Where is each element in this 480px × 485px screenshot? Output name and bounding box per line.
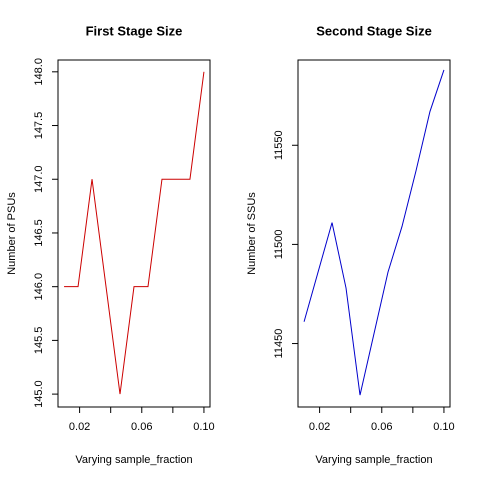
- chart-title: First Stage Size: [86, 23, 183, 38]
- line: [64, 71, 205, 395]
- y-tick-label: 146.5: [33, 219, 45, 247]
- plot-box: [57, 59, 211, 408]
- y-tick-label: 147.5: [33, 112, 45, 140]
- x-axis-label: Varying sample_fraction: [315, 454, 432, 466]
- y-tick-label: 11500: [273, 230, 285, 260]
- x-tick-label: 0.06: [131, 421, 152, 433]
- y-tick-label: 146.0: [33, 273, 45, 301]
- line: [303, 69, 445, 396]
- y-tick-label: 148.0: [33, 58, 45, 86]
- x-tick-label: 0.06: [371, 421, 392, 433]
- x-axis-label: Varying sample_fraction: [75, 454, 192, 466]
- y-tick-label: 145.0: [33, 380, 45, 408]
- x-tick-label: 0.10: [193, 421, 214, 433]
- y-tick-label: 11450: [273, 329, 285, 359]
- y-tick-label: 11550: [273, 130, 285, 160]
- chart-title: Second Stage Size: [316, 23, 432, 38]
- plot-box: [297, 59, 451, 408]
- x-tick-label: 0.10: [433, 421, 454, 433]
- y-tick-label: 147.0: [33, 165, 45, 193]
- y-axis-label: Number of SSUs: [246, 192, 258, 275]
- y-tick-label: 145.5: [33, 327, 45, 355]
- y-axis-label: Number of PSUs: [6, 192, 18, 275]
- x-tick-label: 0.02: [69, 421, 90, 433]
- x-tick-label: 0.02: [309, 421, 330, 433]
